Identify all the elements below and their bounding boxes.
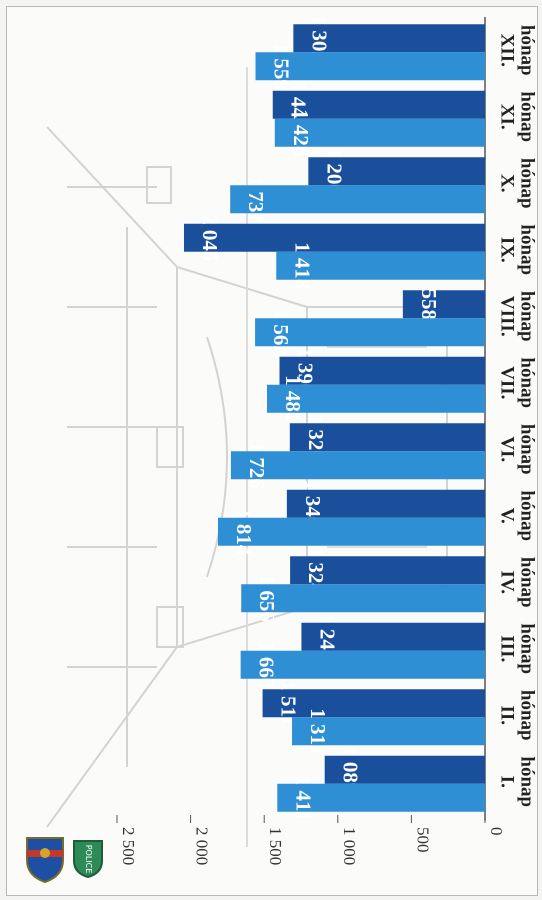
bar-series-2: [241, 584, 485, 613]
axis-tick-label: 1 000: [340, 827, 359, 865]
bar-series-1: [324, 755, 485, 784]
bar-series-2: [230, 451, 485, 480]
category-label-unit: hónap: [517, 291, 538, 342]
police-badge-icon: POLICE: [73, 840, 103, 879]
bar-series-2: [240, 650, 485, 679]
bar-value-label: 1 660: [255, 641, 279, 688]
bar-series-2: [266, 384, 485, 413]
bar-series-2: [292, 717, 485, 746]
category-label: VI.: [497, 436, 518, 462]
bar-value-label: 1 311: [306, 708, 330, 754]
bar-series-1: [289, 423, 485, 452]
category-label-unit: hónap: [517, 756, 538, 807]
bar-value-label: 1 559: [270, 43, 294, 90]
category-label-unit: hónap: [517, 158, 538, 209]
bar-value-label: 1 418: [290, 242, 314, 289]
category-label: II.: [497, 705, 518, 725]
category-label-unit: hónap: [517, 490, 538, 541]
bar-value-label: 1 562: [269, 309, 293, 356]
bar-value-label: 2 045: [198, 214, 222, 261]
bar-series-1: [402, 290, 485, 319]
category-label-unit: hónap: [517, 557, 538, 608]
chart-frame: 0 500 1 000 1 500 2 000 2 500 1 089 1 411 I. hóna…: [6, 6, 538, 896]
bar-series-1: [279, 356, 485, 385]
bar-series-1: [308, 157, 485, 186]
axis-tick-label: 500: [413, 827, 432, 853]
category-label-unit: hónap: [517, 25, 538, 76]
axis-tick-label: 2 500: [119, 827, 138, 865]
category-label: III.: [497, 635, 518, 662]
category-label-unit: hónap: [517, 690, 538, 741]
bar-value-label: 558: [417, 289, 441, 321]
category-label: V.: [497, 508, 518, 524]
category-label: IX.: [497, 237, 518, 263]
bar-series-1: [272, 90, 485, 119]
bar-series-2: [277, 783, 485, 812]
bar-value-label: 1 481: [281, 375, 305, 422]
bar-series-1: [183, 223, 485, 252]
police-badge-text: POLICE: [84, 845, 93, 874]
category-label: IV.: [497, 571, 518, 594]
category-label: I.: [497, 776, 518, 788]
category-label: XII.: [497, 34, 518, 67]
category-label-unit: hónap: [517, 224, 538, 275]
bar-value-label: 1 411: [291, 775, 315, 821]
bar-value-label: 1 428: [289, 109, 313, 156]
bar-series-2: [255, 52, 485, 81]
category-label: VII.: [497, 366, 518, 399]
category-label-unit: hónap: [517, 357, 538, 408]
bar-value-label: 1 656: [255, 575, 279, 622]
category-label: X.: [497, 174, 518, 192]
category-label: XI.: [497, 104, 518, 130]
category-label-unit: hónap: [517, 424, 538, 475]
bar-series-1: [290, 556, 485, 585]
bar-series-1: [262, 689, 485, 718]
crest-icon: [26, 837, 64, 884]
category-label: VIII.: [497, 296, 518, 337]
axis-tick-label: 2 000: [193, 827, 212, 865]
category-label-unit: hónap: [517, 91, 538, 142]
bar-series-2: [276, 251, 485, 280]
bar-series-1: [301, 622, 485, 651]
bar-series-2: [255, 318, 485, 347]
bar-series-2: [274, 118, 485, 147]
bar-value-label: 1 726: [245, 442, 269, 489]
axis-tick-label: 0: [487, 827, 506, 836]
bar-series-1: [286, 489, 485, 518]
bar-value-label: 1 814: [232, 508, 256, 556]
category-label-unit: hónap: [517, 623, 538, 674]
bar-series-2: [230, 185, 485, 214]
bar-value-label: 1 731: [244, 176, 268, 223]
bar-series-1: [293, 24, 485, 53]
axis-tick-label: 1 500: [266, 827, 285, 865]
bar-series-2: [217, 517, 486, 546]
